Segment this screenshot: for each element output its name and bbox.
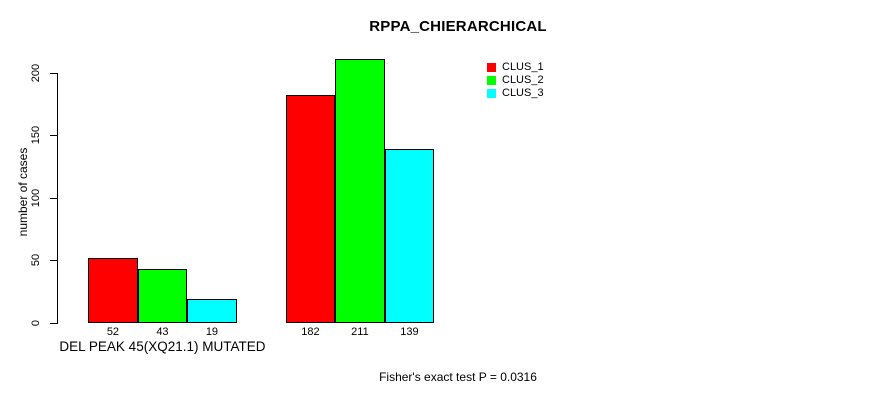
bar-clus_2-group2 <box>335 58 385 323</box>
y-tick <box>50 197 57 199</box>
legend-swatch <box>487 89 496 98</box>
y-tick <box>50 323 57 324</box>
y-tick-label: 200 <box>30 63 42 82</box>
y-tick-label: 0 <box>30 319 42 327</box>
legend-label: CLUS_2 <box>502 74 544 86</box>
legend-label: CLUS_3 <box>502 87 544 99</box>
y-tick-label: 50 <box>30 254 42 267</box>
y-tick-label: 150 <box>30 126 42 145</box>
y-tick <box>50 135 57 137</box>
x-category-label: DEL PEAK 45(XQ21.1) MUTATED <box>59 339 266 354</box>
bar-value-label: 139 <box>400 326 419 338</box>
bar-value-label: 211 <box>351 326 369 338</box>
bar-value-label: 43 <box>156 326 169 338</box>
bar-value-label: 19 <box>205 326 219 338</box>
bar-clus_1-group1 <box>88 257 138 323</box>
legend-swatch <box>487 76 496 85</box>
y-axis-line <box>57 72 58 324</box>
legend-item-clus_1: CLUS_1 <box>487 61 544 74</box>
legend-item-clus_2: CLUS_2 <box>487 74 544 87</box>
legend: CLUS_1 CLUS_2 CLUS_3 <box>487 61 544 100</box>
fisher-test-annotation: Fisher's exact test P = 0.0316 <box>379 370 537 384</box>
bar-clus_3-group2 <box>384 149 435 323</box>
bar-value-label: 52 <box>106 326 120 338</box>
y-tick <box>50 260 57 262</box>
bar-clus_3-group1 <box>187 299 237 323</box>
legend-item-clus_3: CLUS_3 <box>487 87 544 100</box>
legend-swatch <box>487 63 496 72</box>
bar-clus_1-group2 <box>285 95 336 323</box>
y-tick-label: 100 <box>30 188 42 208</box>
chart-title: RPPA_CHIERARCHICAL <box>369 18 547 35</box>
y-tick <box>50 72 57 74</box>
bar-value-label: 182 <box>301 326 320 338</box>
bar-clus_2-group1 <box>137 269 188 323</box>
legend-label: CLUS_1 <box>502 61 544 73</box>
